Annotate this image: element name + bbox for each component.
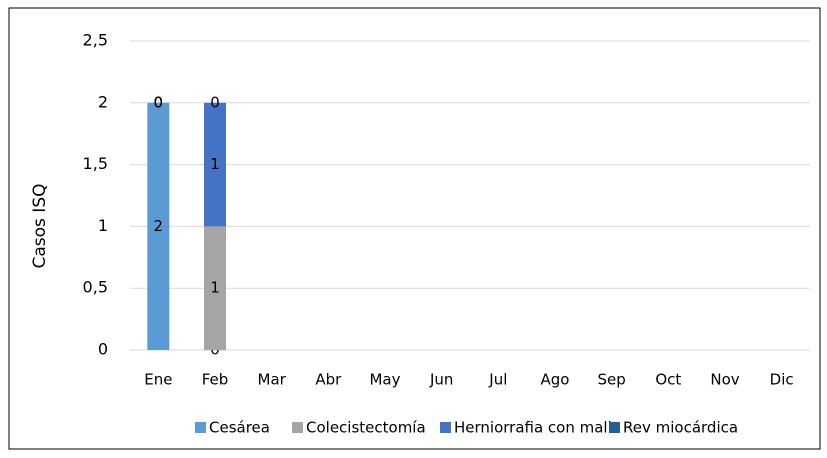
- x-tick-label: Dic: [770, 371, 794, 389]
- x-tick-label: Ago: [541, 371, 570, 389]
- bar-segment: [204, 102, 226, 227]
- legend-label: Cesárea: [209, 419, 270, 437]
- x-tick-label: Abr: [315, 371, 342, 389]
- y-axis-label: Casos ISQ: [30, 184, 50, 269]
- y-tick-label: 2,5: [83, 31, 108, 50]
- y-tick-label: 1: [98, 216, 108, 235]
- data-label: 0: [210, 93, 220, 111]
- legend-swatch: [609, 422, 620, 433]
- x-tick-label: Jul: [488, 371, 507, 389]
- bar-segment: [204, 226, 226, 350]
- x-tick-label: Ene: [144, 371, 172, 389]
- legend-swatch: [440, 422, 451, 433]
- bar-segment: [147, 102, 170, 350]
- legend-label: Herniorrafia con malla: [454, 419, 621, 437]
- data-label: 1: [210, 279, 220, 297]
- data-label: 0: [154, 93, 164, 111]
- chart-border: [8, 7, 821, 450]
- legend-label: Colecistectomía: [306, 419, 426, 437]
- x-tick-label: Sep: [598, 371, 626, 389]
- y-tick-label: 0,5: [83, 278, 108, 297]
- legend-label: Rev miocárdica: [623, 419, 738, 437]
- x-tick-label: Nov: [710, 371, 739, 389]
- y-tick-label: 1,5: [83, 154, 108, 173]
- x-tick-label: Jun: [429, 371, 453, 389]
- data-label: 1: [210, 155, 220, 173]
- data-label: 0: [154, 93, 164, 111]
- data-label: 2: [154, 217, 164, 235]
- x-tick-label: May: [369, 371, 400, 389]
- legend-swatch: [195, 422, 206, 433]
- x-tick-label: Mar: [258, 371, 287, 389]
- x-tick-label: Feb: [202, 371, 229, 389]
- x-tick-label: Oct: [655, 371, 681, 389]
- legend-swatch: [292, 422, 303, 433]
- y-tick-label: 0: [98, 340, 108, 359]
- y-tick-label: 2: [98, 92, 108, 111]
- data-label: 0: [154, 93, 164, 111]
